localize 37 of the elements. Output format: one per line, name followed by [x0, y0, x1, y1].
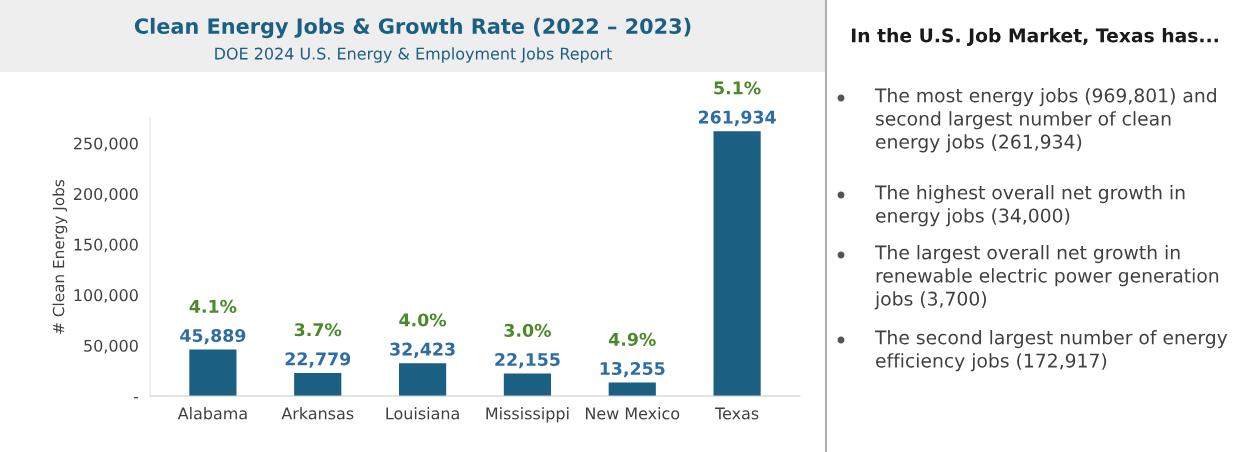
y-tick-label: - — [133, 397, 139, 399]
data-label: 32,423 — [390, 342, 455, 358]
text: The most energy jobs (969,801) and second largest number of clean energy jobs (261,934) — [874, 88, 1216, 153]
data-label: 261,934 — [698, 110, 776, 126]
bar — [294, 372, 342, 396]
x-tick-label: Arkansas — [281, 407, 354, 420]
bar — [189, 349, 237, 396]
data-label: 22,155 — [495, 352, 560, 369]
text: The second largest number of energy efficiency jobs (172,917) — [874, 330, 1228, 372]
data-label: 13,255 — [600, 361, 665, 378]
annotation: 5.1% — [714, 81, 761, 95]
annotation: 3.0% — [504, 323, 551, 337]
chart-subtitle: DOE 2024 U.S. Energy & Employment Jobs Report — [215, 47, 612, 63]
text: In the U.S. Job Market, Texas has... — [851, 28, 1218, 46]
y-axis-title: # Clean Energy Jobs — [52, 179, 68, 334]
y-tick-label: 150,000 — [74, 238, 138, 253]
text: The highest overall net growth in energy jobs (34,000) — [874, 185, 1185, 227]
bar — [398, 363, 447, 396]
bar — [713, 131, 761, 396]
annotation: 4.9% — [608, 332, 656, 346]
data-label: 45,889 — [180, 328, 246, 345]
annotation: 3.7% — [294, 323, 342, 337]
annotation: 4.0% — [399, 313, 447, 327]
y-tick-label: 50,000 — [84, 339, 138, 354]
annotation: 4.1% — [189, 299, 237, 313]
y-tick-label: 250,000 — [74, 137, 138, 152]
bar — [503, 373, 552, 396]
x-tick-label: Mississippi — [486, 407, 569, 423]
x-tick-label: Louisiana — [386, 407, 459, 420]
x-tick-label: Texas — [714, 407, 759, 420]
y-tick-label: 200,000 — [74, 188, 138, 202]
y-tick-label: 100,000 — [74, 289, 138, 303]
x-tick-label: New Mexico — [585, 407, 680, 420]
chart-title: Clean Energy Jobs & Growth Rate (2022 – 2023) — [134, 17, 691, 39]
data-label: 22,779 — [285, 352, 351, 368]
x-tick-label: Alabama — [177, 407, 247, 420]
text: The largest overall net growth in renewable electric power generation jobs (3,700) — [874, 245, 1219, 310]
